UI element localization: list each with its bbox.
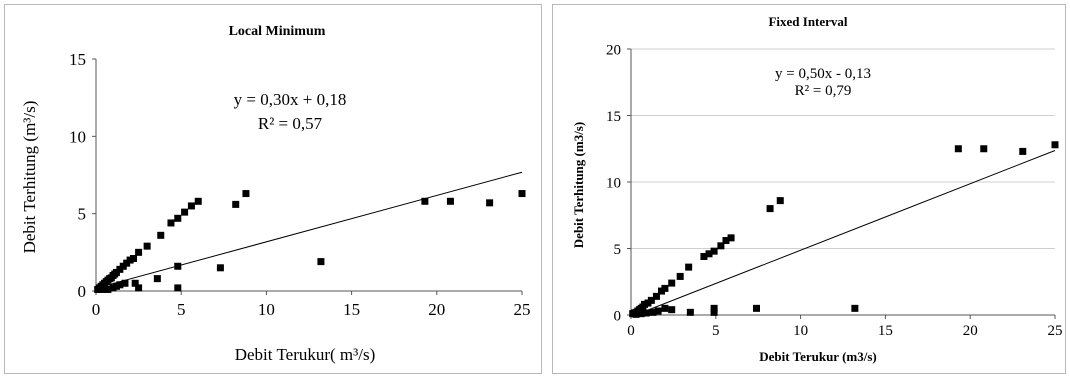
data-point-30 (116, 281, 124, 289)
data-point-40 (317, 258, 325, 266)
x-tick-label-5: 25 (514, 300, 531, 319)
y-tick-label-4: 20 (606, 42, 621, 58)
data-point-18 (710, 247, 718, 255)
data-point-32 (131, 279, 139, 287)
x-tick-label-4: 20 (428, 300, 445, 319)
data-point-9 (647, 296, 655, 304)
x-tick-label-1: 5 (712, 323, 720, 339)
data-point-29 (686, 308, 694, 316)
data-point-18 (143, 242, 151, 250)
data-point-43 (486, 199, 494, 207)
data-point-10 (652, 292, 660, 300)
x-axis-label: Debit Terukur (m3/s) (759, 349, 877, 364)
data-point-34 (153, 275, 161, 283)
trendline (635, 150, 1056, 316)
data-point-24 (642, 309, 650, 317)
x-tick-label-4: 20 (963, 323, 978, 339)
y-axis-label: Debit Terhitung (m3/s) (571, 122, 586, 248)
data-point-12 (661, 284, 669, 292)
data-point-35 (174, 262, 182, 270)
data-point-33 (766, 205, 774, 213)
equation-annotation-1: R² = 0,79 (795, 83, 852, 99)
y-tick-label-1: 5 (614, 242, 622, 258)
data-point-36 (954, 145, 962, 153)
data-point-14 (676, 272, 684, 280)
data-point-16 (129, 255, 137, 263)
x-tick-label-0: 0 (92, 300, 101, 319)
data-point-37 (980, 145, 988, 153)
data-point-36 (174, 284, 182, 292)
data-point-21 (727, 234, 735, 242)
data-point-15 (685, 263, 693, 271)
data-point-31 (710, 308, 718, 316)
y-tick-label-2: 10 (606, 175, 621, 191)
chart-fixed-interval-svg: 0 5 10 15 20 25 0 5 10 15 20 Fixed Interval Debit Te… (571, 14, 1063, 364)
data-point-38 (232, 200, 240, 208)
equation-annotation-1: R² = 0,57 (258, 114, 323, 133)
data-point-26 (654, 307, 662, 315)
chart-local-minimum-svg: 0 5 10 15 20 25 0 5 10 15 Local Minimum Debit Teruk… (20, 24, 531, 364)
chart-title: Fixed Interval (768, 14, 847, 29)
data-point-17 (135, 248, 143, 256)
y-tick-label-2: 10 (69, 127, 86, 146)
data-point-39 (242, 190, 250, 198)
data-point-16 (700, 252, 708, 260)
data-point-37 (216, 264, 224, 272)
y-tick-label-3: 15 (69, 50, 86, 69)
y-tick-label-0: 0 (614, 308, 622, 324)
y-tick-label-3: 15 (606, 109, 621, 125)
chart-title: Local Minimum (229, 24, 326, 39)
data-point-19 (717, 242, 725, 250)
data-point-32 (753, 304, 761, 312)
data-point-13 (668, 279, 676, 287)
data-point-35 (851, 304, 859, 312)
x-tick-label-2: 10 (793, 323, 808, 339)
data-point-30 (710, 304, 718, 312)
data-point-20 (167, 219, 175, 227)
data-point-34 (776, 197, 784, 205)
chart-local-minimum: 0 5 10 15 20 25 0 5 10 15 Local Minimum Debit Teruk… (4, 4, 542, 374)
data-point-22 (181, 208, 189, 216)
y-tick-label-0: 0 (78, 282, 87, 301)
data-point-31 (121, 279, 129, 287)
data-point-23 (187, 202, 195, 210)
data-point-19 (157, 231, 165, 239)
x-tick-label-2: 10 (258, 300, 275, 319)
data-point-20 (722, 237, 730, 245)
data-point-39 (1051, 141, 1059, 149)
data-point-27 (104, 285, 112, 293)
data-point-41 (421, 197, 429, 205)
data-point-21 (174, 214, 182, 222)
data-point-25 (649, 308, 657, 316)
x-tick-label-3: 15 (878, 323, 893, 339)
data-point-42 (446, 197, 454, 205)
x-tick-label-0: 0 (627, 323, 635, 339)
x-tick-label-5: 25 (1048, 323, 1063, 339)
x-tick-label-1: 5 (177, 300, 186, 319)
chart-fixed-interval: 0 5 10 15 20 25 0 5 10 15 20 Fixed Interval Debit Te… (552, 4, 1066, 374)
data-point-17 (705, 250, 713, 258)
data-point-24 (194, 197, 202, 205)
data-point-22 (632, 310, 640, 318)
data-point-27 (661, 304, 669, 312)
y-axis-label: Debit Terhitung (m³/s) (20, 101, 39, 254)
data-point-33 (135, 284, 143, 292)
data-point-28 (668, 306, 676, 314)
trendline (95, 171, 523, 289)
equation-annotation-0: y = 0,30x + 0,18 (234, 90, 347, 109)
data-point-44 (518, 190, 526, 198)
x-axis-label: Debit Terukur( m³/s) (235, 345, 376, 364)
x-tick-label-3: 15 (343, 300, 360, 319)
data-point-23 (637, 310, 645, 318)
data-point-38 (1019, 147, 1027, 155)
equation-annotation-0: y = 0,50x - 0,13 (775, 66, 871, 82)
y-tick-label-1: 5 (78, 205, 87, 224)
